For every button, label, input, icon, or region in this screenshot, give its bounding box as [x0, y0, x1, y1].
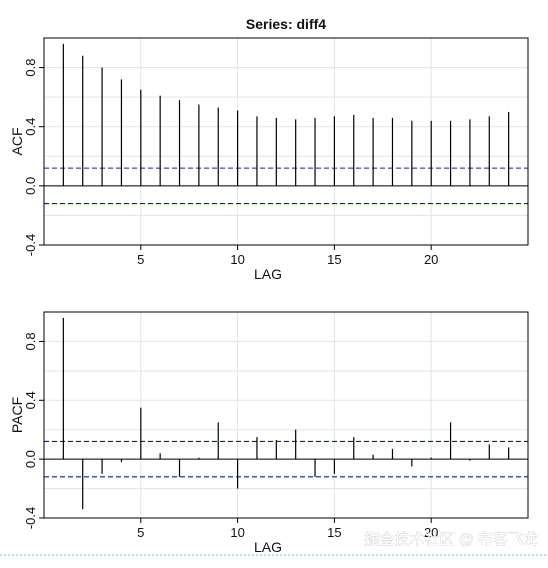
y-tick-label: 0.4	[23, 391, 38, 409]
y-axis-label: PACF	[9, 397, 25, 433]
chart-title: Series: diff4	[246, 16, 326, 32]
x-tick-label: 10	[230, 252, 244, 267]
x-tick-label: 15	[327, 525, 341, 540]
y-tick-label: 0.0	[23, 177, 38, 195]
x-tick-label: 5	[137, 252, 144, 267]
y-tick-label: 0.8	[23, 332, 38, 350]
x-axis-label: LAG	[254, 266, 282, 282]
plot-frame	[43, 37, 529, 246]
pacf-panel: 5 10 15 20 -0.4 0.0 0.4 0.8 LAG PACF	[9, 311, 529, 555]
y-axis-label: ACF	[9, 128, 25, 156]
y-tick-label: -0.4	[23, 234, 38, 256]
x-tick-label: 15	[327, 252, 341, 267]
x-tick-label: 20	[424, 525, 438, 540]
x-tick-label: 10	[230, 525, 244, 540]
y-tick-label: 0.4	[23, 118, 38, 136]
x-tick-label: 5	[137, 525, 144, 540]
acf-panel: 5 10 15 20 -0.4 0.0 0.4 0.8 LAG ACF Series: diff4	[9, 16, 529, 282]
y-tick-label: -0.4	[23, 507, 38, 529]
x-tick-label: 20	[424, 252, 438, 267]
y-tick-label: 0.0	[23, 450, 38, 468]
plot-frame	[43, 311, 529, 519]
watermark-text: 掘金技术社区 @ 布客飞龙	[364, 531, 538, 548]
y-tick-label: 0.8	[23, 59, 38, 77]
x-axis-label: LAG	[254, 539, 282, 555]
